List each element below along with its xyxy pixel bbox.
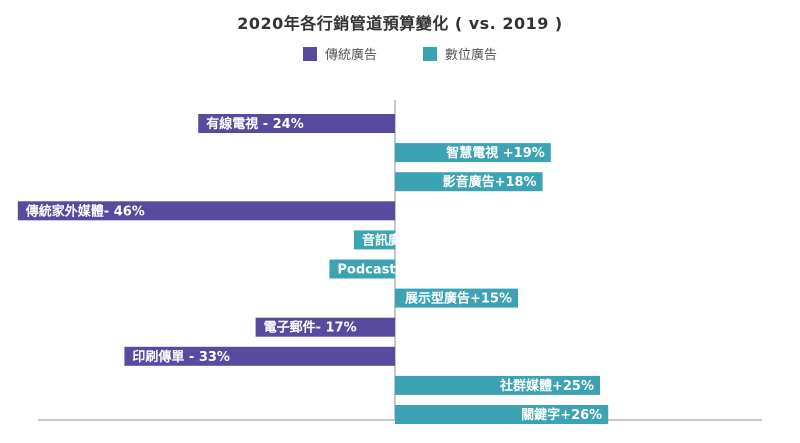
bar-label-7: 展示型廣告+15% (405, 291, 512, 307)
bar-7 (395, 288, 518, 308)
bar-4 (17, 201, 396, 221)
bar-label-11: 關鍵字+26% (521, 407, 602, 423)
bar-1 (198, 114, 395, 133)
bar-label-1: 有線電視 - 24% (206, 116, 304, 132)
bar-6 (329, 259, 395, 279)
bar-10 (395, 375, 600, 395)
bar-label-9: 印刷傳單 - 33% (132, 349, 230, 365)
bar-9 (124, 346, 396, 366)
legend: 傳統廣告 數位廣告 (0, 44, 800, 63)
legend-label-digital: 數位廣告 (445, 48, 498, 63)
bar-label-6: Podcasts -8% (337, 263, 435, 278)
legend-label-traditional: 傳統廣告 (324, 48, 377, 63)
bar-label-4: 傳統家外媒體- 46% (25, 203, 145, 219)
bar-8 (255, 317, 395, 337)
chart-title: 2020年各行銷管道預算變化 ( vs. 2019 ) (237, 14, 563, 33)
legend-item-traditional: 傳統廣告 (302, 44, 377, 63)
bar-11 (395, 405, 609, 424)
legend-item-digital: 數位廣告 (423, 44, 497, 63)
legend-swatch-digital (423, 46, 437, 61)
bar-3 (395, 172, 543, 192)
bar-label-2: 智慧電視 +19% (446, 145, 545, 161)
legend-swatch-traditional (302, 46, 317, 61)
bar-label-10: 社群媒體+25% (499, 378, 594, 394)
bar-label-8: 電子郵件- 17% (264, 320, 357, 336)
bar-label-3: 影音廣告+18% (443, 174, 537, 190)
bar-label-5: 音訊廣告 -5% (362, 232, 446, 248)
bar-5 (354, 230, 395, 250)
bar-2 (395, 143, 551, 163)
